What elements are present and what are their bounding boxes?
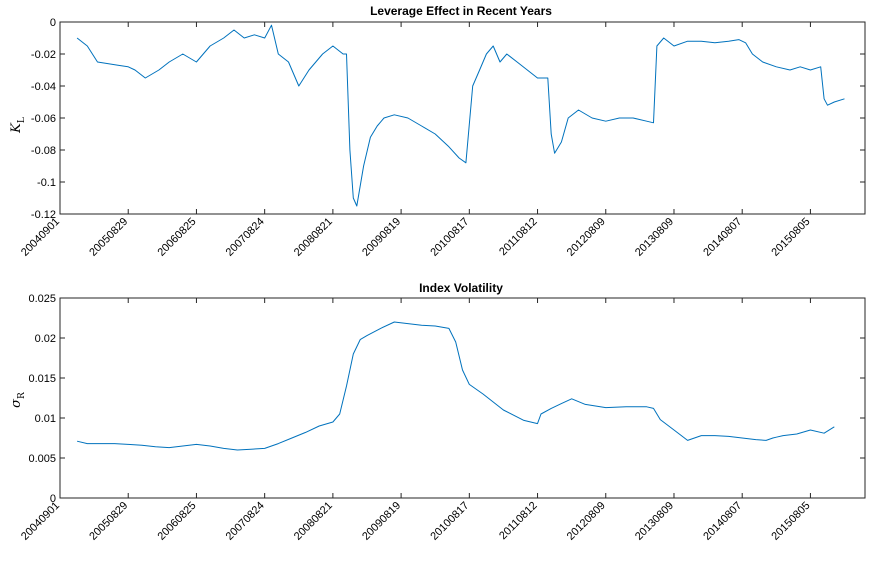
chart-panel-volatility: Index Volatility 0 0.005 0.01 0.015 0.02 0.02… [9, 281, 866, 543]
y-axis: 0 0.005 0.01 0.015 0.02 0.025 [28, 293, 865, 505]
y-axis-label: σR [9, 392, 27, 408]
y-tick-label: -0.06 [31, 113, 56, 125]
x-tick-label: 20060825 [155, 216, 198, 259]
y-axis: 0 -0.02 -0.04 -0.06 -0.08 -0.1 -0.12 [31, 17, 865, 221]
x-tick-label: 20120809 [565, 500, 608, 543]
y-tick-label: 0 [50, 17, 56, 29]
x-tick-label: 20110812 [497, 500, 540, 543]
y-tick-label: -0.08 [31, 145, 56, 157]
y-tick-label: -0.02 [31, 49, 56, 61]
x-tick-label: 20060825 [155, 500, 198, 543]
x-axis: 20040901 20050829 20060825 20070824 20080821… [19, 22, 813, 259]
x-tick-label: 20050829 [87, 216, 130, 259]
chart-title: Index Volatility [419, 281, 503, 295]
x-tick-label: 20090819 [360, 500, 403, 543]
y-tick-label: 0.01 [35, 413, 56, 425]
x-tick-label: 20150805 [769, 216, 812, 259]
x-tick-label: 20110812 [497, 216, 540, 259]
y-axis-label: KL [9, 117, 27, 134]
x-tick-label: 20050829 [87, 500, 130, 543]
y-tick-label: 0.005 [28, 453, 56, 465]
x-tick-label: 20080821 [292, 216, 335, 259]
x-tick-label: 20100817 [428, 216, 471, 259]
y-axis-label-subscript: R [17, 392, 27, 399]
x-tick-label: 20040901 [19, 500, 62, 543]
chart-title: Leverage Effect in Recent Years [370, 4, 552, 18]
y-axis-label-symbol: σ [9, 398, 24, 408]
x-axis: 20040901 20050829 20060825 20070824 20080821… [19, 298, 813, 543]
x-tick-label: 20140807 [701, 500, 744, 543]
y-tick-label: -0.04 [31, 81, 56, 93]
x-tick-label: 20090819 [360, 216, 403, 259]
x-tick-label: 20070824 [224, 216, 267, 259]
x-tick-label: 20100817 [428, 500, 471, 543]
chart-panel-leverage: Leverage Effect in Recent Years 0 -0.02 -0… [9, 4, 866, 259]
y-tick-label: -0.12 [31, 209, 56, 221]
plot-frame [59, 297, 866, 499]
y-axis-label-symbol: K [9, 122, 24, 134]
y-axis-label-subscript: L [17, 117, 27, 123]
x-tick-label: 20130809 [633, 216, 676, 259]
plot-frame [59, 21, 866, 215]
x-tick-label: 20140807 [701, 216, 744, 259]
x-tick-label: 20040901 [19, 216, 62, 259]
y-tick-label: 0.02 [35, 333, 56, 345]
y-tick-label: -0.1 [37, 177, 56, 189]
x-tick-label: 20130809 [633, 500, 676, 543]
x-tick-label: 20070824 [224, 500, 267, 543]
x-tick-label: 20150805 [769, 500, 812, 543]
series-line-leverage [76, 24, 845, 207]
y-tick-label: 0.015 [28, 373, 56, 385]
series-line-volatility [76, 321, 835, 451]
y-tick-label: 0 [50, 493, 56, 505]
y-tick-label: 0.025 [28, 293, 56, 305]
x-tick-label: 20080821 [292, 500, 335, 543]
x-tick-label: 20120809 [565, 216, 608, 259]
